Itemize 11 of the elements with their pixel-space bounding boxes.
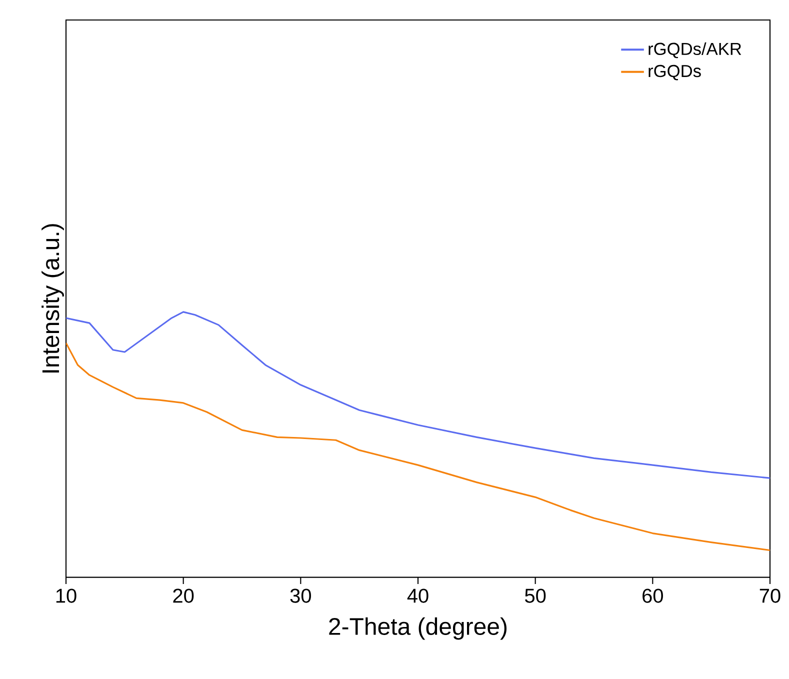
x-tick-label: 30 (290, 588, 311, 603)
y-axis-title: Intensity (a.u.) (42, 224, 64, 372)
x-tick-label: 50 (525, 588, 546, 603)
x-tick-label: 60 (642, 588, 663, 603)
x-axis-title: 2-Theta (degree) (329, 617, 507, 640)
x-tick-label: 20 (173, 588, 194, 603)
x-tick-label: 40 (407, 588, 428, 603)
legend-label: rGQDs/AKR (648, 42, 742, 58)
legend-label: rGQDs (648, 64, 701, 80)
x-tick-label: 10 (56, 588, 76, 603)
x-tick-label: 70 (760, 588, 780, 603)
